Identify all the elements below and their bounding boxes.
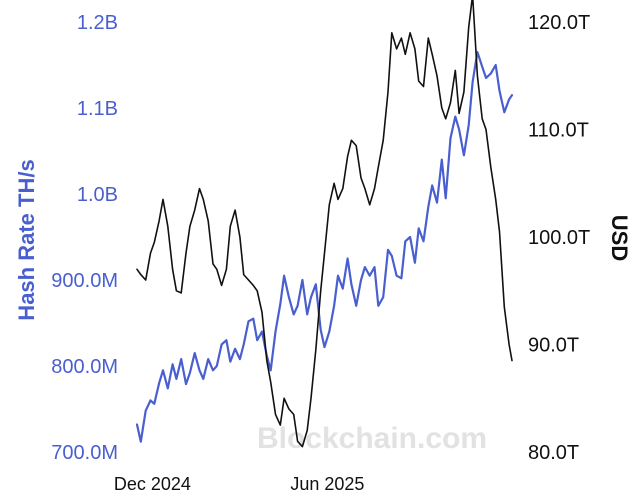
- left-tick-label-5: 1.2B: [77, 12, 118, 34]
- left-axis-ticks: 700.0M 800.0M 900.0M 1.0B 1.1B 1.2B: [51, 12, 118, 464]
- x-tick-label-0: Dec 2024: [114, 474, 191, 494]
- watermark-text: Blockchain.com: [257, 422, 487, 455]
- right-tick-label-4: 120.0T: [528, 12, 590, 34]
- series-group: [135, 0, 514, 448]
- left-tick-label-4: 1.1B: [77, 98, 118, 120]
- right-tick-label-3: 110.0T: [528, 120, 589, 142]
- series-line-0: [135, 50, 514, 443]
- x-axis-ticks: Dec 2024 Jun 2025: [114, 474, 365, 494]
- left-tick-label-1: 800.0M: [51, 356, 118, 378]
- series-line-1: [136, 0, 513, 448]
- left-tick-label-3: 1.0B: [77, 184, 118, 206]
- left-axis-title: Hash Rate TH/s: [14, 159, 39, 320]
- right-tick-label-2: 100.0T: [528, 227, 590, 249]
- x-tick-label-1: Jun 2025: [290, 474, 364, 494]
- left-tick-label-2: 900.0M: [51, 270, 118, 292]
- left-tick-label-0: 700.0M: [51, 442, 118, 464]
- right-axis-title: USD: [607, 215, 632, 261]
- right-tick-label-0: 80.0T: [528, 442, 579, 464]
- right-tick-label-1: 90.0T: [528, 335, 579, 357]
- right-axis-ticks: 80.0T 90.0T 100.0T 110.0T 120.0T: [528, 12, 590, 464]
